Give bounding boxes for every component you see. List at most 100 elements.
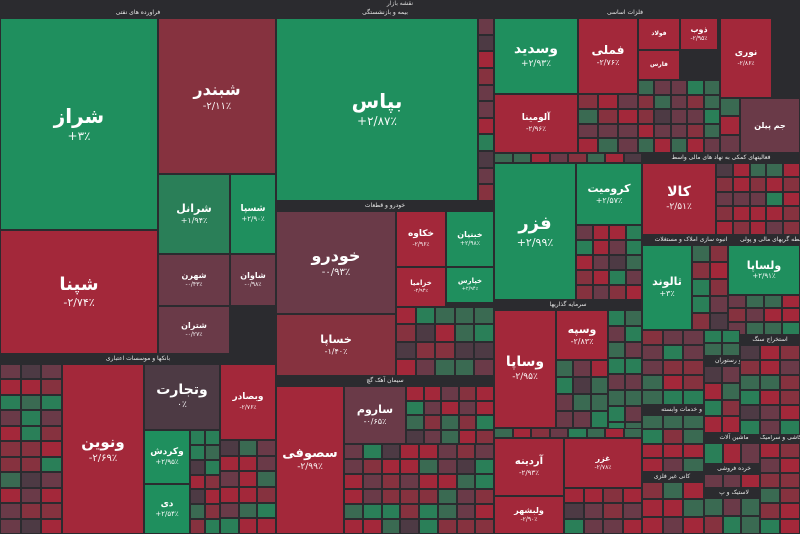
tile-small[interactable] — [456, 489, 476, 504]
tile-small[interactable] — [362, 519, 382, 534]
tile-small[interactable] — [419, 459, 438, 474]
tile-small[interactable] — [780, 518, 800, 534]
tile-small[interactable] — [746, 295, 764, 309]
tile-small[interactable] — [598, 108, 618, 124]
tile-small[interactable] — [478, 67, 494, 85]
tile-small[interactable] — [683, 443, 704, 458]
tile-small[interactable] — [344, 459, 363, 474]
tile-small[interactable] — [716, 220, 733, 235]
tile-small[interactable] — [344, 504, 363, 519]
tile-small[interactable] — [437, 459, 457, 474]
tile-small[interactable] — [654, 109, 671, 124]
tile-small[interactable] — [622, 503, 642, 519]
tile-small[interactable] — [220, 440, 239, 456]
tile-small[interactable] — [475, 474, 494, 489]
tile-small[interactable] — [642, 457, 663, 472]
tile-small[interactable] — [625, 285, 642, 300]
tile-small[interactable] — [603, 518, 623, 534]
tile-small[interactable] — [638, 138, 655, 153]
tile-small[interactable] — [670, 109, 688, 124]
tile-small[interactable] — [20, 518, 42, 534]
tile[interactable]: ولساپا +۲/۹۱٪ — [728, 245, 800, 295]
tile-small[interactable] — [474, 358, 494, 376]
tile-small[interactable] — [576, 240, 593, 255]
tile-small[interactable] — [476, 415, 494, 430]
tile-small[interactable] — [475, 459, 494, 474]
tile-small[interactable] — [475, 444, 494, 459]
tile[interactable]: دی +۲/۵۴٪ — [144, 484, 190, 534]
tile-small[interactable] — [642, 499, 663, 517]
tile-small[interactable] — [642, 482, 663, 500]
tile-small[interactable] — [437, 504, 457, 519]
tile-small[interactable] — [576, 225, 593, 240]
tile-small[interactable] — [764, 321, 782, 335]
tile-small[interactable] — [190, 474, 205, 490]
tile-small[interactable] — [654, 94, 671, 110]
tile-small[interactable] — [568, 153, 587, 163]
tile-small[interactable] — [406, 386, 424, 401]
tile-small[interactable] — [683, 429, 704, 444]
tile-small[interactable] — [238, 487, 258, 503]
tile[interactable]: خزامیا -۲/۹۴٪ — [396, 267, 446, 307]
tile-small[interactable] — [741, 443, 760, 464]
tile-small[interactable] — [437, 519, 457, 534]
tile-small[interactable] — [583, 503, 603, 519]
tile-small[interactable] — [662, 375, 684, 390]
tile-small[interactable] — [573, 360, 591, 377]
tile-small[interactable] — [625, 374, 642, 390]
tile-small[interactable] — [20, 379, 42, 395]
tile-small[interactable] — [683, 457, 704, 472]
tile-small[interactable] — [454, 341, 475, 359]
tile-small[interactable] — [608, 326, 625, 342]
tile-small[interactable] — [576, 270, 593, 285]
tile-small[interactable] — [478, 117, 494, 135]
tile-small[interactable] — [746, 308, 764, 322]
tile-small[interactable] — [760, 405, 780, 420]
tile-small[interactable] — [760, 360, 780, 375]
tile[interactable]: خودرو -۰/۹۳٪ — [276, 211, 396, 314]
tile-small[interactable] — [749, 191, 767, 207]
tile-small[interactable] — [592, 240, 609, 255]
tile-small[interactable] — [760, 518, 780, 534]
tile-small[interactable] — [692, 279, 710, 296]
tile-small[interactable] — [0, 394, 21, 411]
tile-small[interactable] — [190, 519, 205, 534]
tile-small[interactable] — [609, 225, 626, 240]
tile-small[interactable] — [458, 400, 477, 415]
tile-small[interactable] — [220, 502, 239, 519]
tile[interactable]: آردینه -۲/۹۳٪ — [494, 438, 564, 496]
tile-small[interactable] — [662, 443, 684, 458]
tile-small[interactable] — [766, 206, 784, 221]
tile-small[interactable] — [415, 358, 436, 376]
tile-small[interactable] — [625, 225, 642, 240]
tile-small[interactable] — [687, 138, 704, 153]
tile-small[interactable] — [608, 390, 625, 406]
tile-small[interactable] — [531, 153, 550, 163]
tile[interactable]: شراز +۳٪ — [0, 18, 158, 230]
tile-small[interactable] — [662, 516, 684, 534]
tile-small[interactable] — [642, 443, 663, 458]
tile-small[interactable] — [741, 474, 760, 488]
tile-small[interactable] — [783, 191, 800, 207]
tile-small[interactable] — [638, 123, 655, 139]
tile-small[interactable] — [687, 109, 704, 124]
tile-small[interactable] — [437, 489, 457, 504]
tile-small[interactable] — [362, 489, 382, 504]
tile-small[interactable] — [573, 377, 591, 394]
tile-small[interactable] — [549, 153, 568, 163]
tile-small[interactable] — [683, 482, 704, 500]
tile-small[interactable] — [400, 459, 419, 474]
tile-small[interactable] — [710, 313, 728, 330]
tile-small[interactable] — [476, 400, 494, 415]
tile-small[interactable] — [760, 345, 780, 360]
tile-small[interactable] — [703, 109, 720, 124]
tile-small[interactable] — [556, 377, 574, 394]
tile-small[interactable] — [578, 138, 598, 153]
tile-small[interactable] — [590, 360, 608, 377]
tile-small[interactable] — [396, 307, 416, 325]
tile-small[interactable] — [608, 310, 625, 326]
tile-small[interactable] — [732, 220, 750, 235]
tile-small[interactable] — [683, 516, 704, 534]
tile-small[interactable] — [625, 406, 642, 422]
tile-small[interactable] — [257, 518, 276, 534]
